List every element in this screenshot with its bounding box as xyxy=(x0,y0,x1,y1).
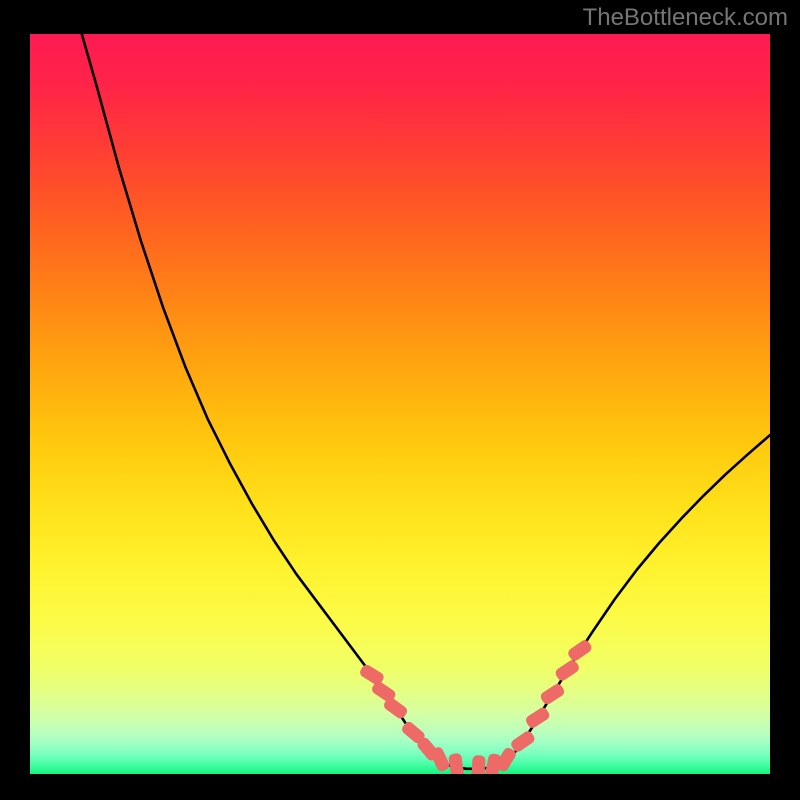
chart-svg xyxy=(30,34,770,774)
chart-marker xyxy=(471,755,486,774)
chart-root: TheBottleneck.com xyxy=(0,0,800,800)
chart-plot-area xyxy=(30,34,770,774)
watermark-text: TheBottleneck.com xyxy=(583,4,788,32)
chart-background xyxy=(30,34,770,774)
